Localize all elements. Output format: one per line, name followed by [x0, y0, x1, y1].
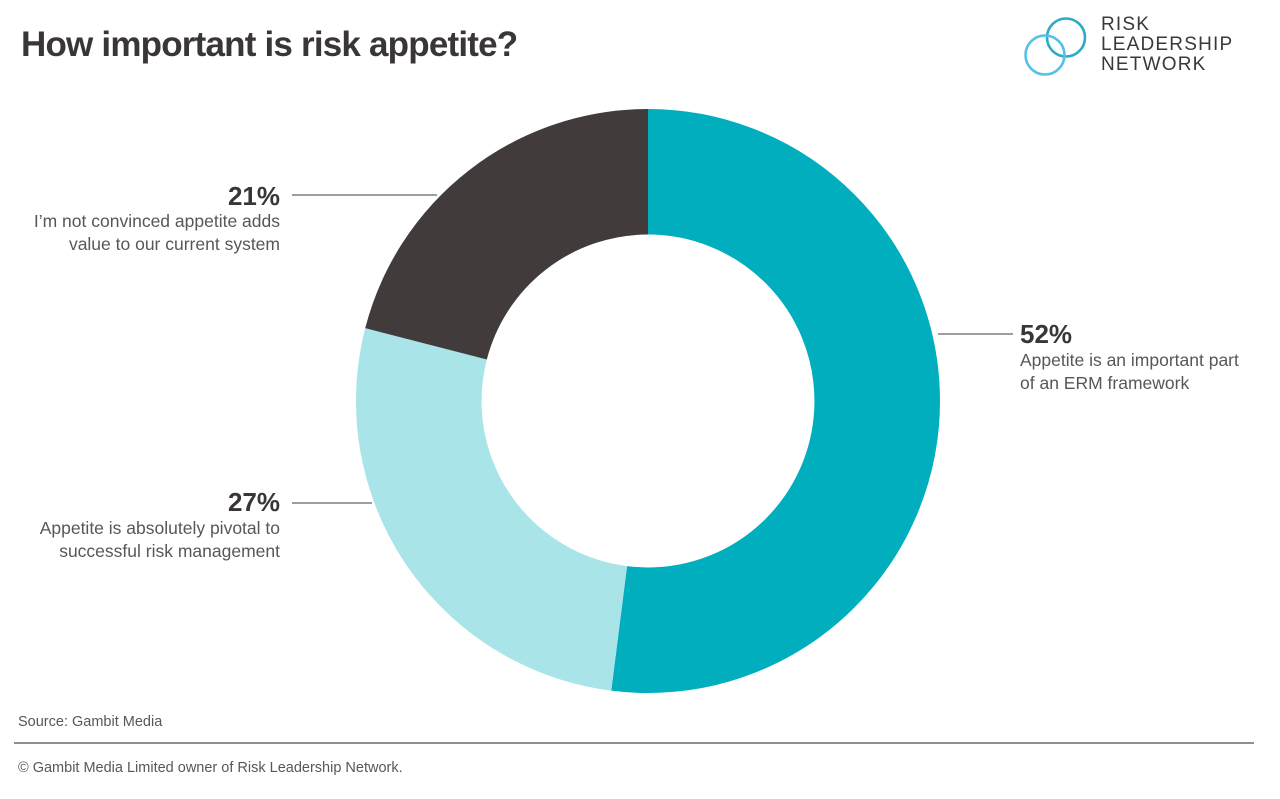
callout-52-percent: 52% — [1020, 319, 1073, 349]
donut-segment-21 — [355, 108, 941, 694]
leader-line-21 — [292, 194, 437, 196]
page-title: How important is risk appetite? — [21, 25, 518, 64]
logo-line-3: NETWORK — [1101, 54, 1207, 75]
callout-27-percent: 27% — [227, 487, 280, 517]
copyright-note: © Gambit Media Limited owner of Risk Lea… — [18, 760, 403, 776]
footer-divider — [14, 742, 1254, 744]
donut-segment-27 — [355, 108, 941, 694]
callout-27-label: Appetite is absolutely pivotal to succes… — [39, 518, 280, 561]
logo-circles-icon — [1024, 17, 1087, 76]
callout-21-label: I’m not convinced appetite adds value to… — [33, 211, 280, 254]
leader-line-52 — [938, 333, 1013, 335]
logo-wordmark: RISK LEADERSHIP NETWORK — [1101, 15, 1233, 75]
donut-chart — [353, 106, 943, 696]
callout-21-percent: 21% — [227, 181, 280, 211]
logo-circle-blue — [1024, 34, 1066, 76]
source-note: Source: Gambit Media — [18, 714, 163, 730]
logo-line-1: RISK — [1101, 14, 1151, 35]
logo-line-2: LEADERSHIP — [1101, 34, 1234, 55]
logo-circle-teal — [1045, 17, 1087, 58]
leader-line-27 — [292, 502, 372, 504]
callout-52-label: Appetite is an important part of an ERM … — [1020, 350, 1239, 393]
